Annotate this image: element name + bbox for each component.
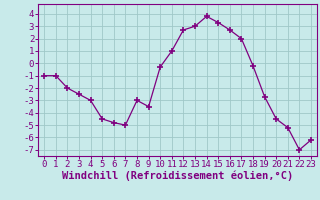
X-axis label: Windchill (Refroidissement éolien,°C): Windchill (Refroidissement éolien,°C)	[62, 171, 293, 181]
